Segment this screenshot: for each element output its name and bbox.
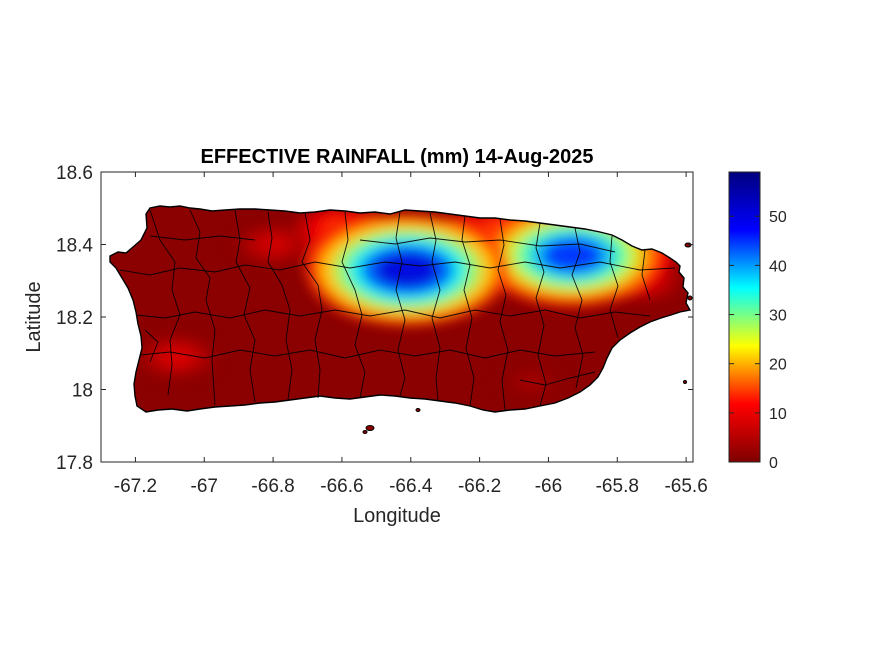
x-tick-label: -66.8	[251, 476, 294, 497]
x-tick-label: -65.6	[664, 476, 707, 497]
x-tick-label: -66.6	[320, 476, 363, 497]
colorbar-tick-label: 50	[769, 209, 787, 226]
municipality-boundary	[609, 235, 619, 339]
y-axis-label: Latitude	[23, 281, 45, 352]
municipality-boundary	[301, 212, 323, 399]
municipality-boundary	[119, 261, 676, 276]
x-tick-label: -65.8	[596, 476, 639, 497]
municipality-boundary	[429, 212, 441, 402]
municipality-boundary	[267, 211, 293, 401]
y-tick-label: 18.6	[56, 163, 93, 184]
y-tick-label: 18	[72, 381, 93, 402]
municipality-boundary	[497, 218, 509, 411]
municipality-boundary	[519, 371, 596, 386]
y-tick-label: 17.8	[56, 453, 93, 474]
small-islands	[362, 242, 693, 434]
municipality-boundary	[571, 227, 584, 389]
x-tick-label: -67.2	[114, 476, 157, 497]
municipality-boundary	[535, 222, 547, 407]
municipality-boundary	[359, 237, 616, 253]
municipality-boundary	[341, 211, 366, 399]
colorbar: 0 10 20 30 40 50	[728, 171, 787, 472]
islet	[683, 380, 687, 384]
municipality-boundary	[189, 209, 216, 406]
x-tick-label: -67	[191, 476, 218, 497]
municipality-boundary	[461, 215, 475, 407]
municipality-boundary	[135, 309, 651, 319]
municipality-boundary	[139, 349, 596, 359]
coastline	[109, 205, 692, 413]
colorbar-gradient	[728, 171, 761, 463]
x-axis-ticks: -67.2 -67 -66.8 -66.6 -66.4 -66.2 -66 -65.8 -65.…	[114, 172, 708, 497]
municipality-boundary	[149, 235, 256, 241]
islet	[687, 295, 693, 301]
colorbar-tick-label: 30	[769, 308, 787, 325]
rainfall-contour	[261, 237, 286, 252]
municipality-boundary	[641, 249, 651, 301]
islet	[365, 425, 375, 431]
colorbar-ticks: 0 10 20 30 40 50	[729, 209, 787, 472]
municipality-boundary	[234, 209, 256, 403]
x-tick-label: -66.4	[389, 476, 433, 497]
colorbar-tick-label: 40	[769, 258, 787, 275]
rainfall-contour	[375, 252, 440, 288]
rainfall-contour	[164, 350, 190, 364]
municipality-boundary	[149, 209, 181, 396]
rainfall-hotspot-layer	[137, 206, 684, 400]
x-axis-label: Longitude	[353, 505, 441, 527]
y-axis-ticks: 17.8 18 18.2 18.4 18.6	[56, 163, 693, 474]
y-tick-label: 18.2	[56, 308, 93, 329]
islet	[362, 430, 368, 434]
colorbar-tick-label: 20	[769, 357, 787, 374]
island-rainfall-surface	[110, 206, 690, 412]
colorbar-tick-label: 0	[769, 455, 778, 472]
map-plot-area: -67.2 -67 -66.8 -66.6 -66.4 -66.2 -66 -65.8 -65.…	[56, 163, 708, 497]
colorbar-tick-label: 10	[769, 406, 787, 423]
municipality-boundaries	[119, 209, 676, 411]
y-tick-label: 18.4	[56, 236, 93, 257]
chart-title: EFFECTIVE RAINFALL (mm) 14-Aug-2025	[200, 146, 593, 168]
islet	[415, 408, 421, 412]
municipality-boundary	[395, 211, 406, 397]
x-tick-label: -66	[535, 476, 562, 497]
x-tick-label: -66.2	[458, 476, 501, 497]
municipality-boundary	[144, 329, 159, 363]
